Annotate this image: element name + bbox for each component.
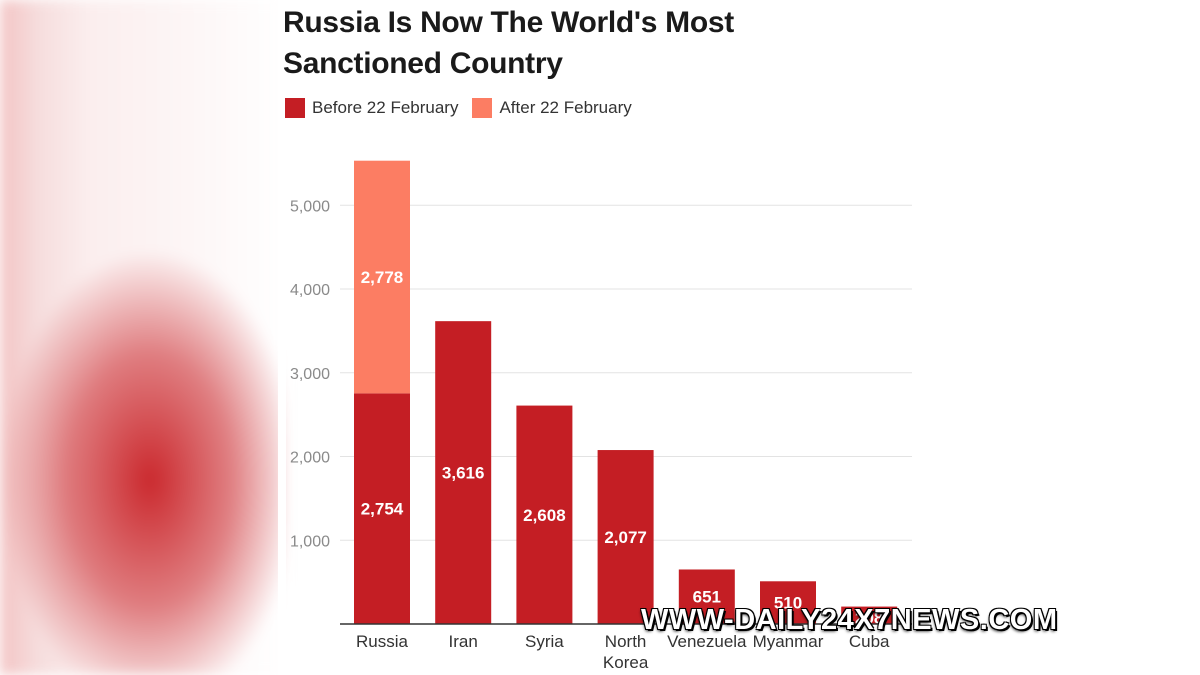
data-label: 2,077 xyxy=(604,528,647,547)
bar-before xyxy=(516,405,573,624)
data-label: 651 xyxy=(693,588,721,607)
bar-before xyxy=(678,569,735,624)
legend-swatch-before xyxy=(285,98,305,118)
y-tick-label: 4,000 xyxy=(290,282,330,299)
x-tick-label: Iran xyxy=(449,632,478,651)
x-tick-label: Venezuela xyxy=(667,632,747,651)
x-tick-label: Myanmar xyxy=(753,632,824,651)
data-label: 2,608 xyxy=(523,506,566,525)
axes: 1,000 2,000 3,000 4,000 5,000 Russia Iran Syria… xyxy=(290,198,912,672)
data-label: 3,616 xyxy=(442,464,485,483)
x-tick-label: Cuba xyxy=(849,632,890,651)
bar-before xyxy=(435,321,492,624)
legend-label-before: Before 22 February xyxy=(312,98,459,117)
bar-before xyxy=(841,606,898,624)
data-label: 2,778 xyxy=(361,268,404,287)
bar-before xyxy=(354,393,410,624)
y-tick-label: 3,000 xyxy=(290,366,330,383)
background-edge xyxy=(278,0,286,675)
bar-after xyxy=(354,160,410,394)
legend-swatch-after xyxy=(472,98,493,118)
y-tick-label: 5,000 xyxy=(290,198,330,215)
bar-before xyxy=(760,581,816,624)
data-label: 2,754 xyxy=(361,500,404,519)
bar-labels: 2,754 2,778 3,616 2,608 2,077 651 510 208 xyxy=(361,268,884,628)
x-tick-label: North Korea xyxy=(603,632,649,672)
y-tick-label: 1,000 xyxy=(290,533,330,550)
bars xyxy=(354,160,898,624)
data-label: 510 xyxy=(774,594,802,613)
x-tick-label: Russia xyxy=(356,632,409,651)
chart-legend: Before 22 February After 22 February xyxy=(285,98,646,118)
legend-item-before: Before 22 February xyxy=(285,98,458,118)
legend-label-after: After 22 February xyxy=(499,98,632,117)
y-tick-label: 2,000 xyxy=(290,450,330,467)
x-tick-label: Syria xyxy=(525,632,564,651)
watermark-text: WWW-DAILY24X7NEWS.COM xyxy=(641,604,1058,636)
bar-before xyxy=(597,450,654,624)
data-label: 208 xyxy=(855,609,883,628)
legend-item-after: After 22 February xyxy=(472,98,632,118)
chart-title: Russia Is Now The World's Most Sanctione… xyxy=(283,6,734,80)
blurred-background xyxy=(0,0,285,675)
